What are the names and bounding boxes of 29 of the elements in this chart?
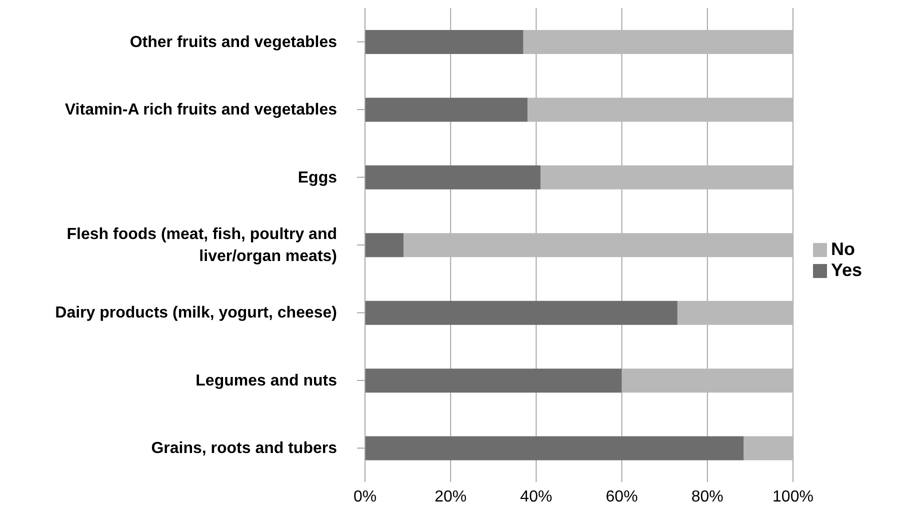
bar [622,368,793,393]
legend-label: No [831,239,855,259]
x-tick-label: 80% [691,488,724,506]
y-tick-label: Flesh foods (meat, fish, poultry and liver/organ meats) [66,226,337,264]
y-tick-label: Other fruits and vegetables [130,33,338,50]
y-tick-label: Vitamin-A rich fruits and vegetables [64,101,338,118]
y-tick-label: Grains, roots and tubers [151,440,338,457]
bar [365,30,524,54]
bar [677,300,793,325]
legend-label: Yes [831,260,862,280]
x-tick-label: 100% [772,488,814,506]
y-tick-label: Eggs [298,168,338,186]
y-tick-label: Legumes and nuts [196,372,338,389]
bar [365,233,404,258]
bar [365,436,744,460]
bar [365,165,540,190]
bar [404,233,793,258]
bar [744,436,793,460]
bar [523,30,793,54]
y-tick-label: Dairy products (milk, yogurt, cheese) [55,304,337,322]
bar [528,98,793,122]
x-tick-label: 20% [434,488,467,506]
x-tick-label: 40% [520,488,552,506]
bar [365,300,678,325]
bar [540,165,793,190]
x-tick-label: 0% [353,488,377,506]
bar [365,98,528,122]
x-tick-label: 60% [606,488,638,506]
bar [365,368,622,393]
